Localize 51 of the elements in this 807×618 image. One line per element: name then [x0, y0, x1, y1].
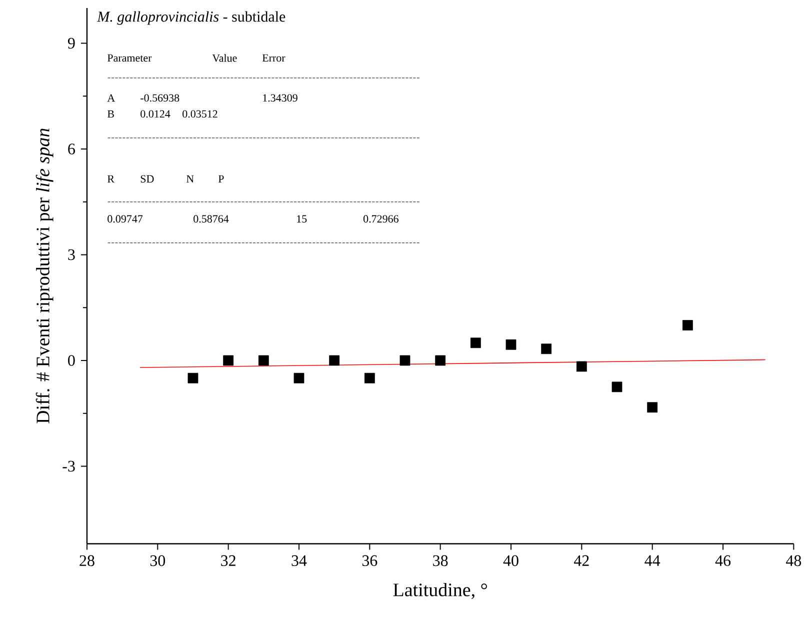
annotation: Parameter [107, 54, 152, 62]
y-tick-label: 6 [68, 144, 75, 154]
y-axis-title: Diff. # Eventi riproduttivi per life span [36, 128, 54, 424]
annotation: R [107, 175, 114, 183]
annotation: P [218, 175, 224, 183]
annotation: N [186, 175, 194, 183]
annotation: -0.56938 [140, 94, 180, 102]
annotation: A [107, 94, 116, 102]
x-tick-label: 40 [503, 555, 518, 566]
point [223, 355, 234, 366]
annotation: Error [262, 54, 286, 62]
point [612, 382, 622, 392]
point [682, 320, 693, 331]
chart-title: M. galloprovincialis - subtidale [96, 11, 286, 25]
x-tick-label: 30 [150, 555, 166, 566]
x-tick-label: 46 [715, 555, 731, 566]
x-tick-label: 34 [292, 555, 307, 566]
annotation: 0.72966 [363, 215, 398, 223]
y-tick-label: -3 [62, 460, 75, 472]
x-tick-label: 48 [786, 555, 802, 566]
x-tick-label: 44 [644, 555, 660, 566]
annotation: 0.03512 [182, 110, 218, 118]
point [400, 355, 410, 366]
point [541, 344, 552, 354]
y-tick-label: 0 [68, 355, 75, 366]
point [435, 355, 446, 366]
x-tick-label: 28 [80, 555, 94, 566]
annotation: 0.09747 [108, 215, 143, 223]
point [258, 355, 269, 366]
annotation: 1.34309 [263, 94, 298, 102]
point [329, 355, 340, 366]
x-axis-title: Latitudine, ° [393, 583, 487, 600]
annotation: 15 [297, 215, 307, 223]
annotation: 0.0124 [140, 110, 170, 118]
point [647, 402, 658, 413]
x-tick-label: 42 [574, 555, 589, 566]
x-tick-label: 38 [433, 555, 448, 566]
point [576, 361, 587, 372]
point [470, 338, 481, 348]
annotation: B [107, 110, 114, 118]
x-tick-label: 32 [221, 555, 236, 566]
y-tick-label: 3 [68, 249, 75, 260]
point [364, 373, 375, 384]
annotation: SD [140, 175, 154, 183]
point [294, 373, 304, 384]
point [506, 340, 516, 350]
y-tick-label: 9 [68, 38, 75, 49]
annotation: 0.58764 [194, 215, 229, 223]
x-tick-label: 36 [362, 555, 378, 566]
point [188, 373, 198, 384]
annotation: Value [212, 54, 237, 62]
